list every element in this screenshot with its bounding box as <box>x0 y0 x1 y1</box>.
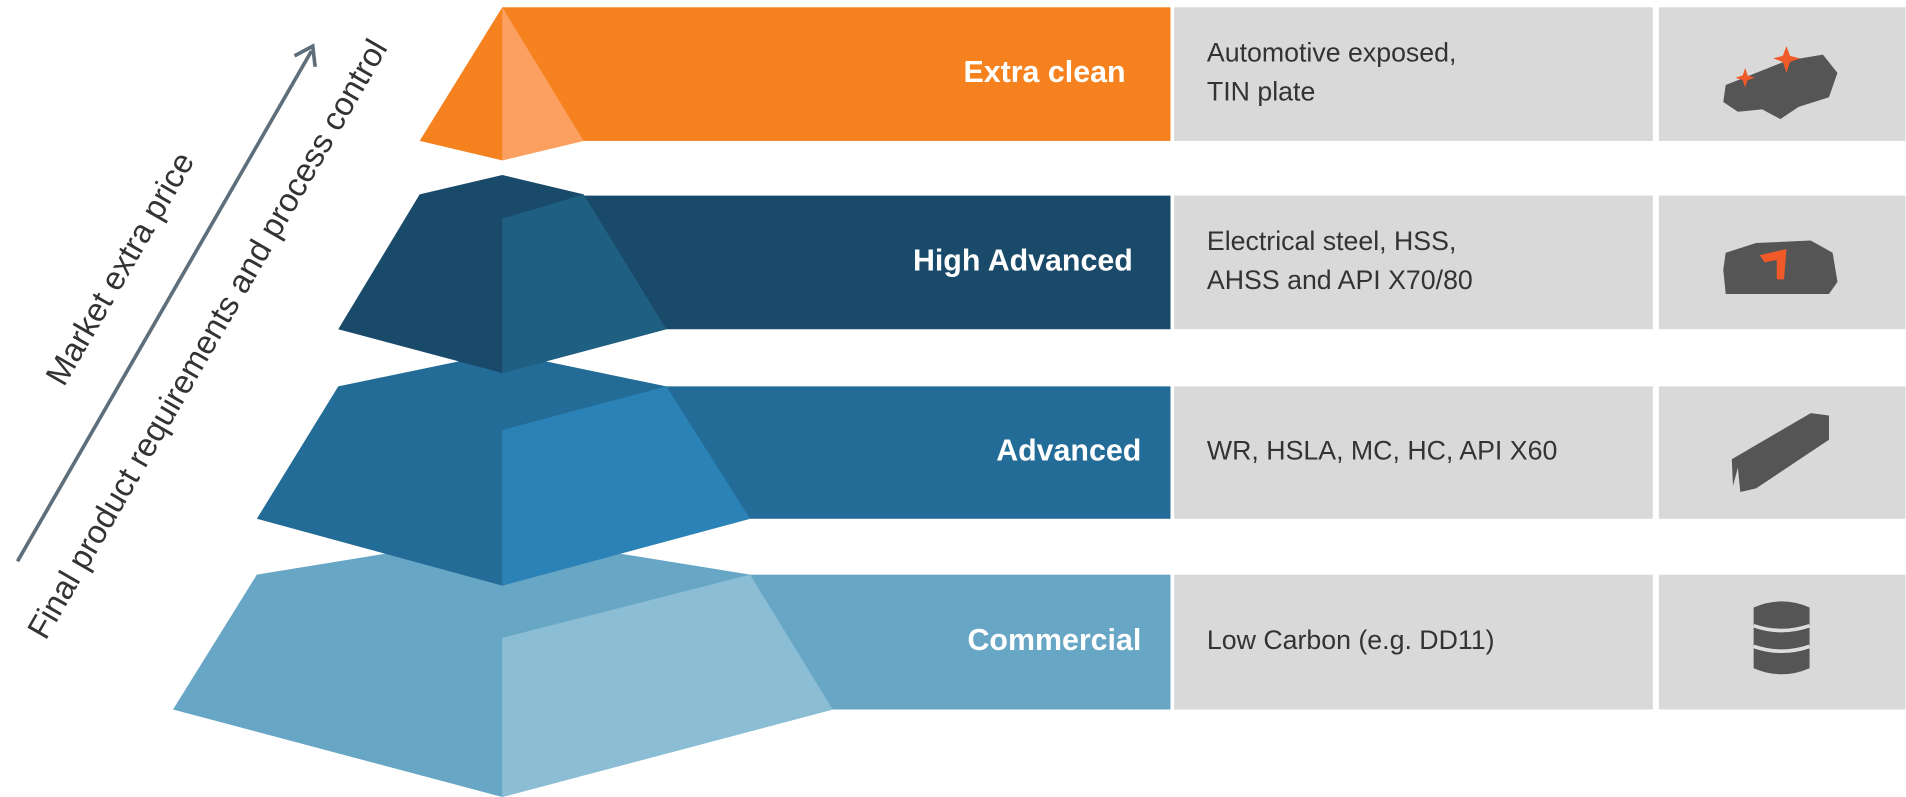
description-cell <box>1174 7 1653 141</box>
description-cell <box>1174 195 1653 330</box>
tier-face <box>502 386 751 586</box>
icon <box>1753 601 1810 675</box>
description-cell <box>1174 574 1653 710</box>
level-description: WR, HSLA, MC, HC, API X60 <box>1207 436 1557 466</box>
level-description: AHSS and API X70/80 <box>1207 265 1473 295</box>
icon <box>1723 54 1838 120</box>
tier-face <box>502 7 584 161</box>
icon <box>1753 623 1811 654</box>
level-icon <box>1731 413 1829 493</box>
level-row: Extra clean Automotive exposed, TIN plate <box>502 7 1906 141</box>
icon <box>1759 249 1787 280</box>
pyramid-tier <box>338 174 667 373</box>
level-icon <box>1753 601 1811 675</box>
icon <box>1735 46 1800 88</box>
level-description: TIN plate <box>1207 77 1315 107</box>
pyramid-tier <box>256 352 751 586</box>
level-description: Low Carbon (e.g. DD11) <box>1207 625 1495 655</box>
level-label: Advanced <box>996 435 1141 468</box>
pyramid-tier <box>173 534 833 797</box>
level-icon <box>1723 46 1838 120</box>
tier-face <box>502 194 667 373</box>
level-description: Electrical steel, HSS, <box>1207 226 1456 256</box>
level-description: Automotive exposed, <box>1207 38 1457 68</box>
level-band <box>502 7 1171 141</box>
description-cell <box>1174 386 1653 519</box>
level-label: Extra clean <box>964 56 1126 89</box>
tier-face <box>502 574 833 797</box>
level-label: High Advanced <box>913 244 1133 277</box>
icon <box>1731 413 1829 493</box>
level-label: Commercial <box>968 624 1142 657</box>
pyramid-tier <box>419 7 584 161</box>
level-row: High Advanced Electrical steel, HSS, AHSS … <box>502 195 1906 330</box>
level-icon <box>1723 240 1838 295</box>
axis-arrow <box>15 43 317 563</box>
